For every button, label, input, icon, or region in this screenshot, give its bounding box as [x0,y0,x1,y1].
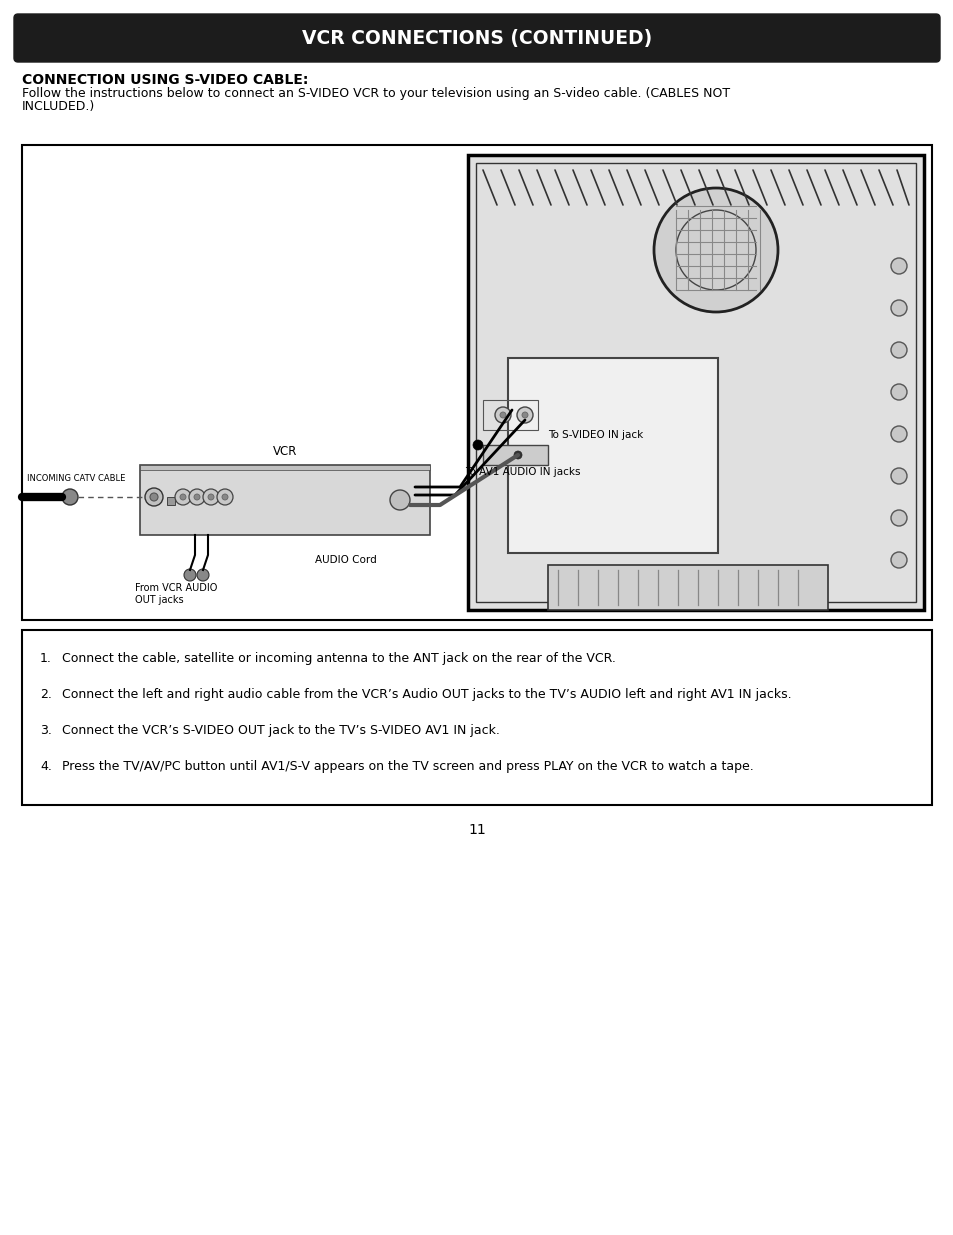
Text: 11: 11 [468,823,485,837]
Bar [482,400,537,430]
Text: 3.: 3. [40,724,51,736]
Circle shape [495,408,511,424]
Circle shape [473,440,482,450]
Text: INCLUDED.): INCLUDED.) [22,100,95,112]
Circle shape [890,300,906,316]
Circle shape [203,489,219,505]
Text: 4.: 4. [40,760,51,773]
Circle shape [654,188,778,312]
Text: CONNECTION USING S-VIDEO CABLE:: CONNECTION USING S-VIDEO CABLE: [22,73,308,86]
Text: Connect the cable, satellite or incoming antenna to the ANT jack on the rear of : Connect the cable, satellite or incoming… [62,652,616,664]
Text: To AV1 AUDIO IN jacks: To AV1 AUDIO IN jacks [464,467,579,477]
Circle shape [890,342,906,358]
FancyBboxPatch shape [14,14,939,62]
Circle shape [890,258,906,274]
Text: Press the TV/AV/PC button until AV1/S-V appears on the TV screen and press PLAY : Press the TV/AV/PC button until AV1/S-V … [62,760,753,773]
Text: INCOMING CATV CABLE: INCOMING CATV CABLE [27,474,125,483]
Circle shape [180,494,186,500]
Bar [547,564,827,610]
Circle shape [517,408,533,424]
Circle shape [499,412,505,417]
Circle shape [208,494,213,500]
Bar [140,466,430,535]
Bar [140,466,430,471]
Bar [167,496,174,505]
Text: To S-VIDEO IN jack: To S-VIDEO IN jack [547,430,642,440]
Circle shape [890,552,906,568]
Text: VCR: VCR [273,445,297,457]
Bar [482,445,547,466]
Circle shape [193,494,200,500]
Text: Follow the instructions below to connect an S-VIDEO VCR to your television using: Follow the instructions below to connect… [22,86,729,100]
Text: VCR CONNECTIONS (CONTINUED): VCR CONNECTIONS (CONTINUED) [301,28,652,47]
Bar [468,156,923,610]
Circle shape [890,426,906,442]
Text: AUDIO Cord: AUDIO Cord [314,555,376,564]
Circle shape [174,489,191,505]
Circle shape [196,569,209,580]
Circle shape [216,489,233,505]
Circle shape [145,488,163,506]
Circle shape [514,451,521,459]
Circle shape [890,384,906,400]
Circle shape [890,468,906,484]
Circle shape [390,490,410,510]
Circle shape [189,489,205,505]
Text: 1.: 1. [40,652,51,664]
Circle shape [184,569,195,580]
Circle shape [521,412,527,417]
Bar [507,358,718,553]
Bar [22,144,931,620]
Circle shape [222,494,228,500]
Text: Connect the left and right audio cable from the VCR’s Audio OUT jacks to the TV’: Connect the left and right audio cable f… [62,688,791,700]
Text: Connect the VCR’s S-VIDEO OUT jack to the TV’s S-VIDEO AV1 IN jack.: Connect the VCR’s S-VIDEO OUT jack to th… [62,724,499,736]
Text: From VCR AUDIO
OUT jacks: From VCR AUDIO OUT jacks [135,583,217,605]
Circle shape [150,493,158,501]
Bar [476,163,915,601]
Circle shape [890,510,906,526]
Circle shape [62,489,78,505]
Text: 2.: 2. [40,688,51,700]
Bar [22,630,931,805]
